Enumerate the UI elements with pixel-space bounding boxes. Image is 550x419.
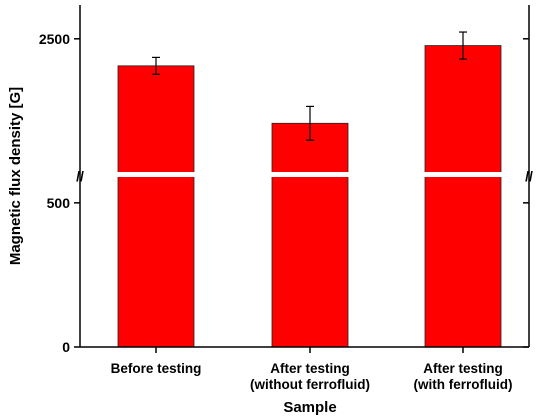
error-bars-layer <box>152 31 467 141</box>
bar-2 <box>424 45 502 348</box>
bar-1 <box>271 122 349 348</box>
y-tick-label-2: 2500 <box>39 31 70 47</box>
labels-layer: Before testing After testing (without ferr… <box>39 31 513 392</box>
y-tick-label-1: 500 <box>47 195 71 211</box>
ticks-layer <box>74 38 529 353</box>
x-tick-label-1: After testing (without ferrofluid) <box>250 361 370 392</box>
y-axis-title: Magnetic flux density [G] <box>7 87 24 265</box>
y-tick-label-0: 0 <box>62 339 70 355</box>
bars-layer <box>117 45 502 348</box>
axes <box>79 5 530 348</box>
x-tick-label-0: Before testing <box>111 361 202 376</box>
x-tick-label-2: After testing (with ferrofluid) <box>414 361 513 392</box>
axis-break-band <box>70 172 540 177</box>
bar-0 <box>117 65 195 348</box>
x-axis-title: Sample <box>283 399 336 416</box>
